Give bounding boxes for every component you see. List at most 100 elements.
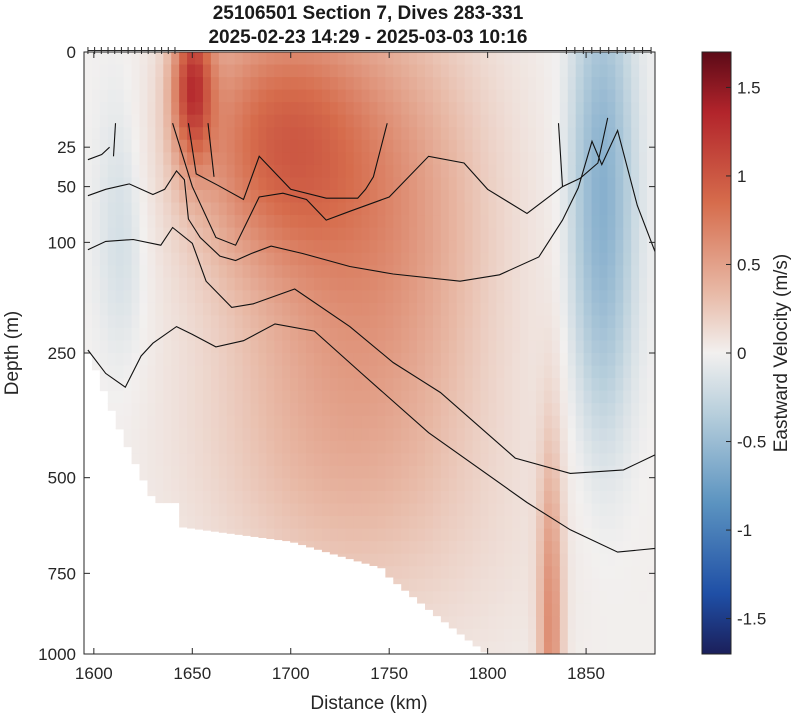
field-cell	[536, 591, 545, 605]
field-cell	[425, 453, 434, 467]
field-cell	[615, 227, 624, 241]
field-cell	[425, 566, 434, 580]
field-cell	[599, 302, 609, 316]
field-cell	[639, 52, 648, 66]
field-cell	[559, 315, 569, 329]
field-cell	[306, 64, 315, 78]
field-cell	[306, 139, 315, 153]
field-cell	[234, 528, 244, 535]
field-cell	[226, 327, 236, 342]
field-cell	[345, 265, 355, 279]
field-cell	[171, 453, 180, 467]
colorbar-tick-label: -1.5	[737, 610, 766, 629]
field-cell	[361, 164, 371, 179]
y-tick-label: 25	[57, 138, 76, 157]
field-cell	[607, 353, 616, 367]
field-cell	[337, 415, 347, 429]
field-cell	[329, 503, 339, 517]
field-cell	[496, 516, 505, 530]
field-cell	[369, 227, 379, 241]
field-cell	[464, 252, 474, 266]
field-cell	[409, 52, 418, 66]
field-cell	[179, 227, 188, 241]
field-cell	[528, 277, 537, 291]
field-cell	[409, 102, 418, 116]
field-cell	[551, 202, 561, 216]
field-cell	[123, 164, 133, 179]
field-cell	[512, 403, 521, 417]
field-cell	[440, 603, 450, 617]
field-cell	[512, 64, 521, 78]
field-cell	[361, 490, 371, 505]
field-cell	[504, 290, 513, 304]
field-cell	[91, 265, 101, 279]
field-cell	[631, 277, 640, 291]
field-cell	[298, 240, 307, 254]
field-cell	[306, 164, 315, 179]
field-cell	[242, 152, 252, 166]
field-cell	[306, 541, 315, 548]
field-cell	[250, 315, 260, 329]
field-cell	[432, 428, 442, 442]
field-cell	[187, 64, 196, 78]
field-cell	[139, 265, 149, 279]
field-cell	[393, 152, 402, 166]
field-cell	[639, 478, 648, 492]
field-cell	[551, 302, 561, 316]
field-cell	[559, 252, 569, 266]
field-cell	[432, 478, 442, 492]
field-cell	[488, 628, 497, 643]
field-cell	[536, 240, 545, 254]
field-cell	[536, 616, 545, 630]
field-cell	[139, 353, 149, 367]
field-cell	[417, 202, 426, 216]
field-cell	[218, 465, 228, 480]
field-cell	[417, 490, 426, 505]
field-cell	[512, 453, 521, 467]
field-cell	[440, 139, 450, 153]
field-cell	[623, 528, 632, 542]
field-cell	[567, 127, 577, 141]
field-cell	[488, 252, 497, 266]
field-cell	[107, 177, 117, 191]
contour-lines	[87, 117, 655, 553]
field-cell	[575, 616, 585, 630]
field-cell	[218, 302, 228, 316]
field-cell	[543, 189, 553, 204]
field-cell	[448, 302, 458, 316]
field-cell	[623, 152, 632, 166]
field-cell	[512, 89, 521, 103]
field-cell	[488, 77, 497, 91]
contour-line	[187, 123, 388, 201]
field-cell	[369, 52, 379, 66]
field-cell	[623, 440, 632, 454]
field-cell	[242, 327, 252, 342]
field-cell	[575, 102, 585, 116]
field-cell	[195, 478, 204, 492]
field-cell	[306, 340, 315, 354]
field-cell	[401, 177, 410, 191]
field-cell	[639, 277, 648, 291]
field-cell	[329, 365, 339, 379]
field-cell	[282, 453, 291, 467]
field-cell	[567, 566, 577, 580]
field-cell	[107, 102, 117, 116]
field-cell	[583, 215, 593, 229]
field-cell	[647, 428, 655, 442]
field-cell	[195, 403, 204, 417]
field-cell	[139, 227, 149, 241]
field-cell	[107, 202, 117, 216]
field-cell	[131, 327, 141, 342]
field-cell	[329, 465, 339, 480]
field-cell	[202, 114, 212, 128]
field-cell	[274, 353, 283, 367]
field-cell	[504, 89, 513, 103]
field-cell	[171, 265, 180, 279]
field-cell	[131, 240, 141, 254]
field-cell	[171, 315, 180, 329]
field-cell	[528, 440, 537, 454]
field-cell	[409, 440, 418, 454]
field-cell	[385, 152, 394, 166]
field-cell	[496, 428, 505, 442]
field-cell	[551, 114, 561, 128]
